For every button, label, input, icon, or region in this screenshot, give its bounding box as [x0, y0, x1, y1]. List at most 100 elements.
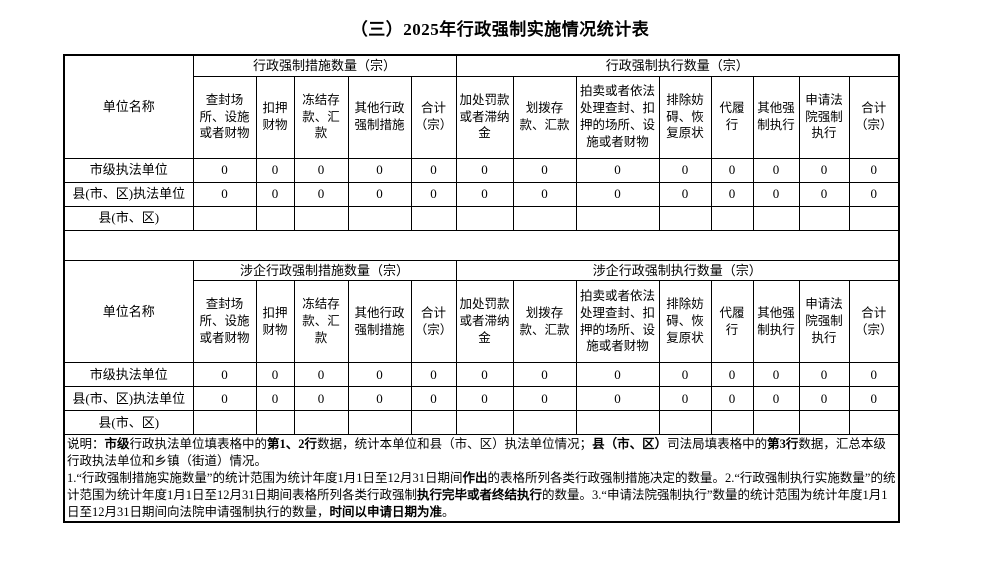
data-cell: 0	[410, 386, 457, 412]
column-header: 冻结存款、汇款	[293, 280, 349, 364]
data-cell	[848, 205, 900, 231]
data-cell: 0	[658, 386, 712, 412]
table-row: 市级执法单位 0 0 0 0 0 0 0 0 0 0 0 0 0	[63, 362, 900, 388]
data-cell: 0	[575, 181, 660, 207]
column-header: 查封场所、设施或者财物	[192, 75, 257, 159]
data-cell: 0	[293, 386, 349, 412]
column-header: 申请法院强制执行	[798, 75, 850, 159]
data-cell	[192, 205, 257, 231]
note-segment-bold: 第1、2行	[267, 437, 318, 452]
data-cell	[710, 205, 754, 231]
note-segment-bold: 时间以申请日期为准	[329, 504, 443, 519]
row-label: 市级执法单位	[63, 157, 194, 183]
data-cell: 0	[255, 386, 295, 412]
column-header: 加处罚款或者滞纳金	[455, 280, 514, 364]
row-label: 县(市、区)	[63, 410, 194, 436]
data-cell: 0	[192, 386, 257, 412]
data-cell	[293, 205, 349, 231]
data-cell	[347, 410, 412, 436]
column-header: 代履行	[710, 75, 754, 159]
column-header: 排除妨碍、恢复原状	[658, 280, 712, 364]
data-cell	[798, 205, 850, 231]
execution-group-header: 涉企行政强制执行数量（宗）	[455, 259, 900, 282]
column-header: 扣押财物	[255, 75, 295, 159]
column-header: 合计（宗）	[848, 75, 900, 159]
data-cell	[410, 205, 457, 231]
data-cell: 0	[293, 157, 349, 183]
data-cell: 0	[710, 362, 754, 388]
data-cell	[347, 205, 412, 231]
column-header: 合计（宗）	[410, 75, 457, 159]
data-cell	[710, 410, 754, 436]
data-cell: 0	[710, 181, 754, 207]
data-cell: 0	[347, 157, 412, 183]
data-cell: 0	[455, 386, 514, 412]
column-header: 加处罚款或者滞纳金	[455, 75, 514, 159]
measure-group-header: 行政强制措施数量（宗）	[192, 54, 457, 77]
column-header: 申请法院强制执行	[798, 280, 850, 364]
data-cell: 0	[192, 157, 257, 183]
statistics-table: 单位名称 行政强制措施数量（宗） 行政强制执行数量（宗） 查封场所、设施或者财物 扣押财…	[63, 54, 901, 524]
data-cell: 0	[347, 362, 412, 388]
data-cell: 0	[255, 157, 295, 183]
note-segment: 1.“行政强制措施实施数量”的统计范围为统计年度1月1日至12月31日期间	[67, 470, 463, 485]
column-header: 拍卖或者依法处理查封、扣押的场所、设施或者财物	[575, 75, 660, 159]
data-cell	[255, 205, 295, 231]
data-cell: 0	[192, 362, 257, 388]
data-cell: 0	[798, 157, 850, 183]
data-cell: 0	[752, 181, 800, 207]
data-cell: 0	[752, 386, 800, 412]
notes-cell: 说明：市级行政执法单位填表格中的第1、2行数据，统计本单位和县（市、区）执法单位…	[63, 434, 900, 523]
row-label: 县(市、区)	[63, 205, 194, 231]
data-cell: 0	[410, 157, 457, 183]
note-segment-bold: 作出	[462, 470, 488, 485]
table-row: 县(市、区)	[63, 205, 900, 231]
data-cell	[192, 410, 257, 436]
data-cell: 0	[255, 362, 295, 388]
note-paragraph: 说明：市级行政执法单位填表格中的第1、2行数据，统计本单位和县（市、区）执法单位…	[67, 436, 896, 470]
data-cell: 0	[710, 157, 754, 183]
data-cell: 0	[658, 362, 712, 388]
data-cell: 0	[752, 157, 800, 183]
data-cell: 0	[710, 386, 754, 412]
column-header: 合计（宗）	[848, 280, 900, 364]
row-label: 市级执法单位	[63, 362, 194, 388]
column-header: 划拨存款、汇款	[512, 280, 577, 364]
data-cell: 0	[347, 386, 412, 412]
data-cell	[658, 205, 712, 231]
data-cell	[575, 205, 660, 231]
column-header: 其他强制执行	[752, 280, 800, 364]
data-cell	[658, 410, 712, 436]
measure-group-header: 涉企行政强制措施数量（宗）	[192, 259, 457, 282]
column-header: 合计（宗）	[410, 280, 457, 364]
data-cell: 0	[848, 386, 900, 412]
column-header: 其他强制执行	[752, 75, 800, 159]
data-cell: 0	[512, 181, 577, 207]
note-segment-bold: 第3行	[767, 437, 799, 452]
table-row: 县(市、区)执法单位 0 0 0 0 0 0 0 0 0 0 0 0 0	[63, 386, 900, 412]
data-cell: 0	[798, 386, 850, 412]
execution-group-header: 行政强制执行数量（宗）	[455, 54, 900, 77]
column-header: 划拨存款、汇款	[512, 75, 577, 159]
data-cell: 0	[658, 157, 712, 183]
data-cell: 0	[575, 362, 660, 388]
data-cell: 0	[752, 362, 800, 388]
note-segment: 的表格所列各类行政强制措施决定的数量。2.“行政强制执行实施数量”的统计范围为统…	[67, 470, 896, 502]
data-cell	[512, 410, 577, 436]
data-cell: 0	[455, 362, 514, 388]
column-header: 拍卖或者依法处理查封、扣押的场所、设施或者财物	[575, 280, 660, 364]
data-cell: 0	[575, 157, 660, 183]
data-cell: 0	[575, 386, 660, 412]
column-header: 扣押财物	[255, 280, 295, 364]
data-cell	[293, 410, 349, 436]
data-cell	[255, 410, 295, 436]
note-segment-bold: 执行完毕或者终结执行	[417, 487, 543, 502]
column-header: 代履行	[710, 280, 754, 364]
page-title: （三）2025年行政强制实施情况统计表	[350, 20, 650, 39]
data-cell	[575, 410, 660, 436]
note-segment: 说明：	[67, 437, 105, 452]
data-cell: 0	[512, 157, 577, 183]
data-cell: 0	[658, 181, 712, 207]
unit-name-header: 单位名称	[63, 259, 194, 364]
data-cell: 0	[293, 362, 349, 388]
